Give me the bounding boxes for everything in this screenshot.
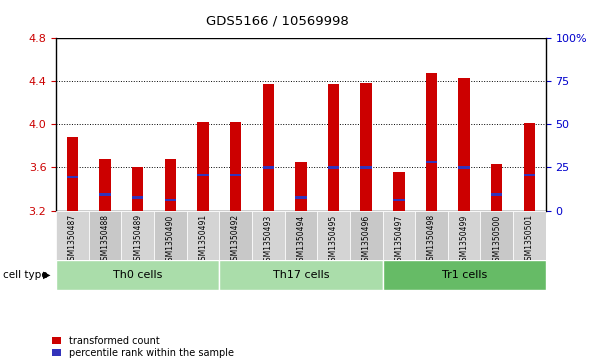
Text: GSM1350501: GSM1350501 [525,214,534,265]
Bar [230,122,241,211]
Bar [88,211,122,285]
Text: GDS5166 / 10569998: GDS5166 / 10569998 [206,15,349,28]
Text: Tr1 cells: Tr1 cells [441,270,487,280]
Text: cell type: cell type [3,270,48,280]
Bar [132,196,143,199]
Text: GSM1350495: GSM1350495 [329,214,338,265]
Bar [165,199,176,201]
Bar [99,193,111,196]
Bar [317,211,350,285]
Bar [67,137,78,211]
Bar [99,159,111,211]
Bar [491,193,503,196]
Bar [426,73,437,211]
Bar [513,211,546,285]
Bar [328,166,339,169]
Bar [197,122,209,211]
Bar [252,211,284,285]
Bar [230,174,241,176]
Bar [295,162,307,211]
Text: GSM1350498: GSM1350498 [427,214,436,265]
Bar [524,123,535,211]
Bar [350,211,382,285]
Text: GSM1350491: GSM1350491 [198,214,208,265]
Bar [382,260,546,290]
Bar [122,211,154,285]
Bar [154,211,186,285]
Text: GSM1350500: GSM1350500 [492,214,502,265]
Bar [132,167,143,211]
Text: GSM1350490: GSM1350490 [166,214,175,265]
Bar [458,78,470,211]
Bar [284,211,317,285]
Bar [56,211,88,285]
Bar [480,211,513,285]
Bar [448,211,480,285]
Text: GSM1350499: GSM1350499 [460,214,468,265]
Text: GSM1350488: GSM1350488 [100,214,110,265]
Bar [360,83,372,211]
Text: ▶: ▶ [42,270,50,280]
Bar [328,85,339,211]
Bar [382,211,415,285]
Bar [360,166,372,169]
Bar [165,159,176,211]
Text: Th0 cells: Th0 cells [113,270,162,280]
Legend: transformed count, percentile rank within the sample: transformed count, percentile rank withi… [52,336,234,358]
Bar [393,172,405,211]
Text: GSM1350496: GSM1350496 [362,214,371,265]
Bar [219,211,252,285]
Text: GSM1350497: GSM1350497 [394,214,404,265]
Bar [524,174,535,176]
Bar [426,161,437,163]
Text: GSM1350493: GSM1350493 [264,214,273,265]
Bar [263,166,274,169]
Bar [263,85,274,211]
Bar [491,164,503,211]
Bar [393,199,405,201]
Bar [415,211,448,285]
Text: Th17 cells: Th17 cells [273,270,329,280]
Bar [219,260,382,290]
Bar [56,260,219,290]
Bar [197,174,209,176]
Text: GSM1350487: GSM1350487 [68,214,77,265]
Text: GSM1350489: GSM1350489 [133,214,142,265]
Bar [67,176,78,178]
Text: GSM1350492: GSM1350492 [231,214,240,265]
Bar [295,196,307,199]
Bar [458,166,470,169]
Text: GSM1350494: GSM1350494 [296,214,306,265]
Bar [186,211,219,285]
